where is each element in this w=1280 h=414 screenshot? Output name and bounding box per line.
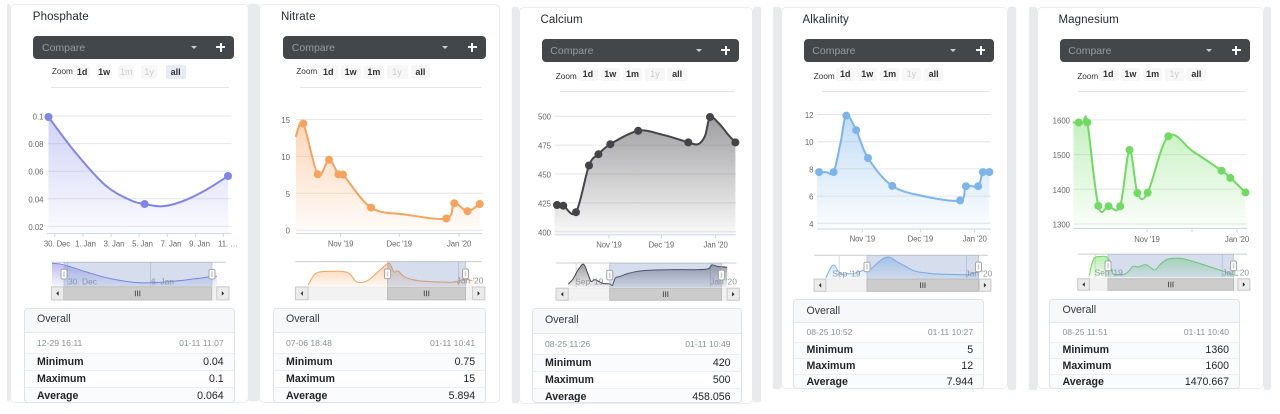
svg-text:475: 475 (538, 142, 552, 151)
svg-text:Jan '20: Jan '20 (447, 239, 472, 248)
svg-text:Dec '19: Dec '19 (908, 234, 934, 243)
svg-text:500: 500 (538, 113, 552, 122)
svg-text:Jan '20: Jan '20 (1225, 235, 1250, 244)
svg-text:Sep '19: Sep '19 (1095, 267, 1123, 277)
svg-text:Jan '20: Jan '20 (966, 268, 993, 278)
svg-text:3. Jan: 3. Jan (104, 240, 125, 249)
svg-text:Jan '20: Jan '20 (710, 277, 737, 287)
svg-text:Nov '19: Nov '19 (850, 234, 876, 243)
svg-text:11. …: 11. … (218, 240, 238, 249)
svg-text:0.08: 0.08 (28, 140, 43, 149)
svg-text:1400: 1400 (1053, 186, 1071, 195)
svg-text:0.1: 0.1 (33, 113, 44, 122)
svg-text:10: 10 (281, 153, 290, 162)
svg-text:1. Jan: 1. Jan (75, 240, 96, 249)
svg-text:Dec '19: Dec '19 (387, 239, 413, 248)
svg-text:1500: 1500 (1053, 151, 1071, 160)
svg-text:Jan '20: Jan '20 (963, 234, 988, 243)
svg-text:9. Jan: 9. Jan (189, 240, 210, 249)
svg-text:6. Jan: 6. Jan (151, 276, 174, 286)
svg-text:Jan '20: Jan '20 (1222, 267, 1249, 277)
svg-text:4: 4 (809, 220, 814, 229)
svg-text:30. Dec: 30. Dec (44, 240, 70, 249)
svg-text:7. Jan: 7. Jan (161, 240, 182, 249)
svg-text:Dec '19: Dec '19 (649, 240, 675, 249)
svg-text:400: 400 (538, 228, 552, 237)
svg-text:Sep '19: Sep '19 (575, 277, 603, 287)
svg-text:Nov '19: Nov '19 (328, 239, 354, 248)
svg-text:6: 6 (809, 193, 813, 202)
svg-text:450: 450 (538, 171, 552, 180)
svg-text:Jan '20: Jan '20 (703, 240, 728, 249)
svg-text:10: 10 (805, 138, 814, 147)
svg-text:8: 8 (809, 165, 813, 174)
svg-text:0.04: 0.04 (28, 195, 44, 204)
svg-text:0.02: 0.02 (28, 223, 43, 232)
svg-text:1600: 1600 (1053, 116, 1071, 125)
svg-text:425: 425 (538, 199, 552, 208)
svg-text:Sep '19: Sep '19 (832, 268, 860, 278)
svg-text:5: 5 (286, 190, 291, 199)
svg-text:5. Jan: 5. Jan (132, 240, 153, 249)
svg-text:0.06: 0.06 (28, 168, 43, 177)
svg-text:15: 15 (281, 116, 290, 125)
svg-text:0: 0 (286, 227, 291, 236)
svg-text:Jan '20: Jan '20 (457, 275, 484, 285)
svg-text:Nov '19: Nov '19 (596, 240, 622, 249)
svg-text:30. Dec: 30. Dec (68, 276, 97, 286)
svg-text:1300: 1300 (1053, 221, 1071, 230)
svg-text:12: 12 (805, 111, 814, 120)
svg-text:Nov '19: Nov '19 (1134, 235, 1160, 244)
